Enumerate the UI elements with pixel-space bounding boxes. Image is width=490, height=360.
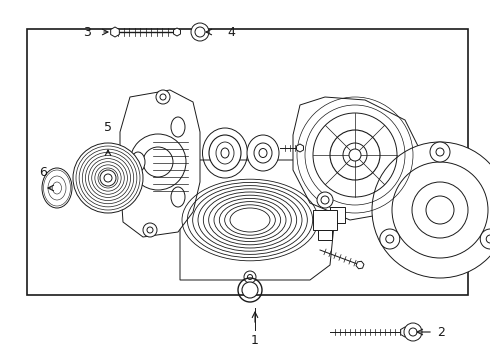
Ellipse shape	[171, 187, 185, 207]
Text: 3: 3	[83, 26, 91, 39]
Ellipse shape	[171, 117, 185, 137]
Ellipse shape	[209, 135, 241, 171]
Polygon shape	[296, 144, 303, 152]
Circle shape	[100, 170, 116, 186]
Circle shape	[191, 23, 209, 41]
Ellipse shape	[131, 152, 145, 172]
Circle shape	[160, 94, 166, 100]
Circle shape	[372, 142, 490, 278]
Circle shape	[436, 148, 444, 156]
Circle shape	[244, 271, 256, 283]
Circle shape	[386, 235, 394, 243]
Circle shape	[430, 142, 450, 162]
Circle shape	[349, 149, 361, 161]
Polygon shape	[173, 28, 180, 36]
Ellipse shape	[221, 148, 229, 158]
Circle shape	[330, 130, 380, 180]
Circle shape	[409, 328, 417, 336]
Bar	[318, 230, 332, 240]
Circle shape	[156, 90, 170, 104]
Polygon shape	[330, 207, 345, 223]
Circle shape	[242, 282, 258, 298]
Text: 1: 1	[251, 333, 259, 346]
Ellipse shape	[42, 168, 72, 208]
Bar	[27, 29, 468, 295]
Circle shape	[143, 147, 173, 177]
Ellipse shape	[259, 149, 267, 158]
Circle shape	[404, 323, 422, 341]
Text: 5: 5	[104, 121, 112, 134]
Polygon shape	[356, 261, 364, 269]
Circle shape	[321, 196, 329, 204]
Circle shape	[486, 235, 490, 243]
Text: 2: 2	[437, 325, 445, 338]
Text: 4: 4	[227, 26, 235, 39]
Circle shape	[147, 227, 153, 233]
Circle shape	[380, 229, 400, 249]
Circle shape	[104, 174, 112, 182]
Polygon shape	[111, 27, 120, 37]
Circle shape	[143, 223, 157, 237]
Circle shape	[247, 274, 252, 279]
Polygon shape	[293, 97, 420, 220]
Circle shape	[480, 229, 490, 249]
Polygon shape	[401, 327, 409, 337]
Polygon shape	[180, 160, 335, 280]
Polygon shape	[120, 90, 200, 237]
Ellipse shape	[247, 135, 279, 171]
Circle shape	[412, 182, 468, 238]
Circle shape	[195, 27, 205, 37]
Circle shape	[317, 192, 333, 208]
Text: 6: 6	[39, 166, 47, 179]
Circle shape	[73, 143, 143, 213]
Bar	[313, 210, 337, 230]
